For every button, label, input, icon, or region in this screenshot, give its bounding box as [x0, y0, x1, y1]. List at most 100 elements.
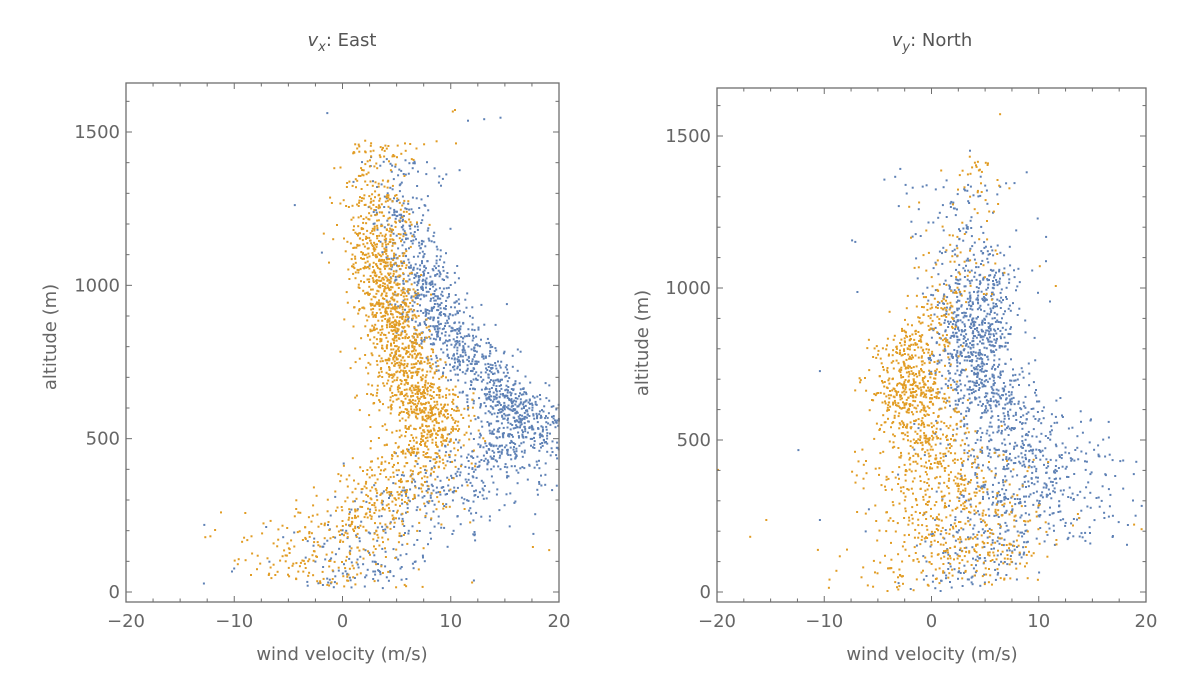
data-point	[934, 518, 937, 521]
data-point	[437, 408, 440, 411]
data-point	[949, 565, 952, 568]
data-point	[412, 239, 415, 242]
data-point	[1010, 429, 1013, 432]
data-point	[354, 510, 357, 513]
data-point	[492, 384, 495, 387]
data-point	[996, 449, 999, 451]
data-point	[398, 275, 401, 278]
data-point	[1031, 461, 1034, 463]
data-point	[505, 384, 508, 387]
data-point	[538, 449, 541, 452]
data-point	[394, 262, 397, 265]
data-point	[444, 313, 447, 316]
data-point	[1084, 460, 1086, 463]
data-point	[419, 247, 422, 250]
data-point	[536, 421, 539, 424]
data-point	[495, 420, 498, 423]
data-point	[314, 560, 317, 563]
data-point	[360, 199, 363, 202]
data-point	[524, 415, 527, 418]
data-point	[376, 492, 379, 495]
data-point	[414, 428, 417, 431]
data-point	[975, 365, 978, 368]
data-point	[439, 337, 442, 340]
data-point	[436, 475, 439, 478]
data-point	[389, 227, 392, 230]
data-point	[435, 245, 438, 248]
data-point	[509, 433, 512, 436]
data-point	[484, 356, 487, 359]
data-point	[381, 347, 384, 350]
data-point	[380, 203, 383, 206]
data-point	[1028, 495, 1031, 498]
data-point	[374, 509, 377, 512]
data-point	[991, 541, 994, 544]
data-point	[1010, 358, 1012, 361]
data-point	[407, 344, 410, 347]
data-point	[415, 405, 418, 408]
data-point	[384, 312, 387, 314]
data-point	[488, 381, 491, 384]
data-point	[423, 502, 426, 505]
data-point	[512, 408, 515, 410]
data-point	[375, 327, 378, 330]
data-point	[412, 498, 415, 500]
data-point	[357, 312, 360, 315]
data-point	[1001, 326, 1004, 329]
data-point	[450, 343, 453, 346]
data-point	[365, 512, 368, 515]
data-point	[403, 363, 406, 365]
data-point	[984, 530, 987, 533]
data-point	[463, 498, 466, 501]
data-point	[507, 475, 510, 478]
data-point	[1002, 465, 1005, 468]
data-point	[372, 538, 375, 541]
data-point	[1021, 422, 1024, 425]
data-point	[500, 360, 503, 363]
data-point	[1057, 511, 1060, 513]
data-point	[427, 227, 430, 230]
data-point	[992, 374, 995, 377]
data-point	[416, 370, 419, 373]
data-point	[432, 296, 435, 299]
data-point	[389, 521, 392, 524]
data-point	[533, 436, 535, 439]
data-point	[391, 376, 394, 379]
data-point	[421, 585, 424, 588]
data-point	[384, 307, 387, 310]
data-point	[515, 455, 518, 458]
data-point	[433, 503, 436, 506]
data-point	[531, 546, 534, 548]
data-point	[526, 431, 529, 434]
data-point	[457, 449, 459, 452]
data-point	[969, 518, 972, 521]
data-point	[437, 181, 440, 184]
data-point	[406, 298, 409, 301]
data-point	[474, 465, 476, 468]
data-point	[471, 306, 474, 309]
data-point	[388, 509, 391, 512]
data-point	[975, 379, 978, 382]
data-point	[1042, 486, 1045, 489]
data-point	[968, 408, 971, 411]
data-point	[339, 539, 342, 542]
data-point	[467, 328, 470, 331]
data-point	[519, 350, 522, 353]
data-point	[505, 394, 508, 397]
data-point	[411, 299, 414, 302]
data-point	[931, 580, 934, 583]
data-point	[384, 287, 387, 290]
data-point	[402, 299, 405, 302]
data-point	[458, 309, 461, 312]
data-point	[406, 382, 409, 384]
data-point	[380, 367, 383, 369]
data-point	[415, 385, 417, 388]
data-point	[448, 389, 451, 392]
data-point	[402, 288, 405, 291]
data-point	[384, 309, 387, 312]
data-point	[379, 473, 382, 475]
data-point	[370, 142, 373, 145]
data-point	[1107, 488, 1110, 491]
data-point	[397, 233, 400, 235]
data-point	[1062, 489, 1065, 492]
